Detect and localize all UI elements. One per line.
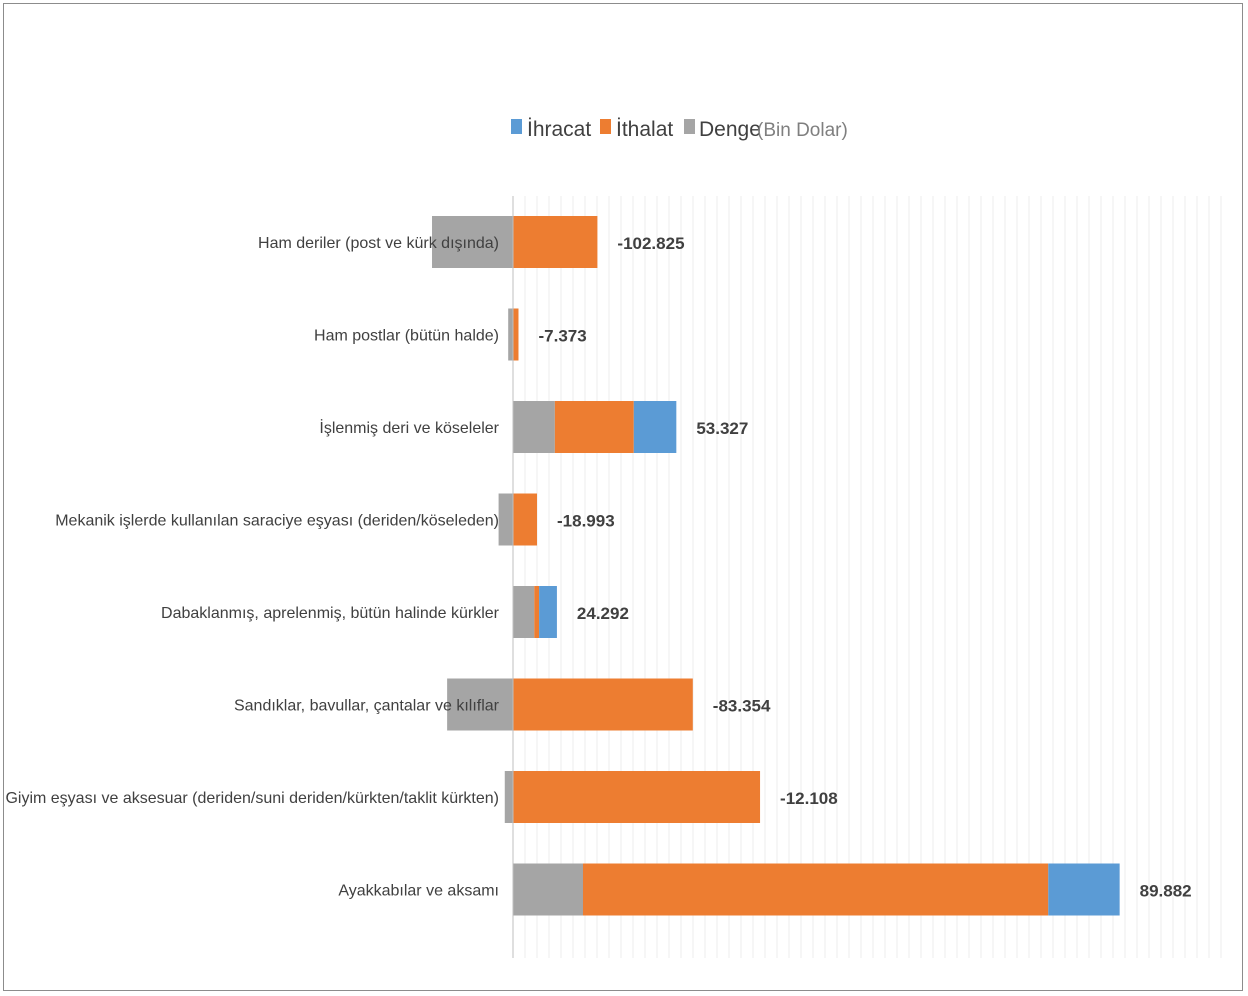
bar-ithalat-1 [513, 308, 519, 361]
bar-denge-5 [447, 678, 513, 731]
bar-ihracat-7 [1048, 863, 1120, 916]
legend-swatch-denge [684, 119, 695, 134]
data-label-1: -7.373 [538, 327, 586, 346]
bar-denge-1 [508, 308, 513, 361]
bar-denge-6 [504, 771, 513, 823]
bar-ithalat-2 [554, 401, 634, 453]
category-label-0: Ham deriler (post ve kürk dışında) [258, 235, 499, 252]
legend: İhracat İthalat Denge (Bin Dolar) [511, 118, 848, 141]
legend-label-ithalat: İthalat [616, 118, 673, 141]
data-label-4: 24.292 [577, 604, 629, 623]
legend-unit-note: (Bin Dolar) [757, 120, 848, 141]
data-label-6: -12.108 [780, 789, 838, 808]
bar-denge-0 [432, 216, 513, 268]
bar-denge-3 [498, 493, 513, 546]
chart-frame [3, 3, 1243, 991]
data-label-2: 53.327 [696, 419, 748, 438]
category-label-5: Sandıklar, bavullar, çantalar ve kılıfla… [234, 698, 500, 715]
bar-denge-7 [513, 863, 583, 916]
category-label-6: Giyim eşyası ve aksesuar (deriden/suni d… [5, 790, 499, 807]
category-label-2: İşlenmiş deri ve köseleler [319, 418, 499, 437]
legend-swatch-ihracat [511, 119, 522, 134]
bar-ihracat-4 [539, 586, 557, 638]
bar-ithalat-0 [513, 216, 598, 268]
legend-swatch-ithalat [600, 119, 611, 134]
data-label-0: -102.825 [617, 234, 684, 253]
bar-denge-4 [513, 586, 535, 638]
bar-ihracat-2 [633, 401, 677, 453]
category-label-1: Ham postlar (bütün halde) [314, 328, 499, 345]
legend-label-denge: Denge [699, 118, 761, 141]
bar-ithalat-5 [513, 678, 693, 731]
category-label-4: Dabaklanmış, aprelenmiş, bütün halinde k… [161, 605, 500, 622]
bar-ithalat-3 [513, 493, 538, 546]
data-label-3: -18.993 [557, 512, 615, 531]
category-labels: Ham deriler (post ve kürk dışında) Ham po… [5, 235, 499, 900]
gridlines [524, 196, 1222, 958]
category-label-7: Ayakkabılar ve aksamı [338, 883, 499, 900]
bar-ithalat-7 [582, 863, 1049, 916]
data-labels: -102.825 -7.373 53.327 -18.993 24.292 -83.354… [538, 234, 1191, 901]
data-label-5: -83.354 [713, 697, 771, 716]
bar-group [432, 216, 1120, 916]
bar-denge-2 [513, 401, 555, 453]
data-label-7: 89.882 [1140, 882, 1192, 901]
bar-ithalat-4 [534, 586, 540, 638]
legend-label-ihracat: İhracat [527, 118, 591, 141]
bar-ithalat-6 [513, 771, 761, 823]
category-label-3: Mekanik işlerde kullanılan saraciye eşya… [55, 513, 499, 530]
